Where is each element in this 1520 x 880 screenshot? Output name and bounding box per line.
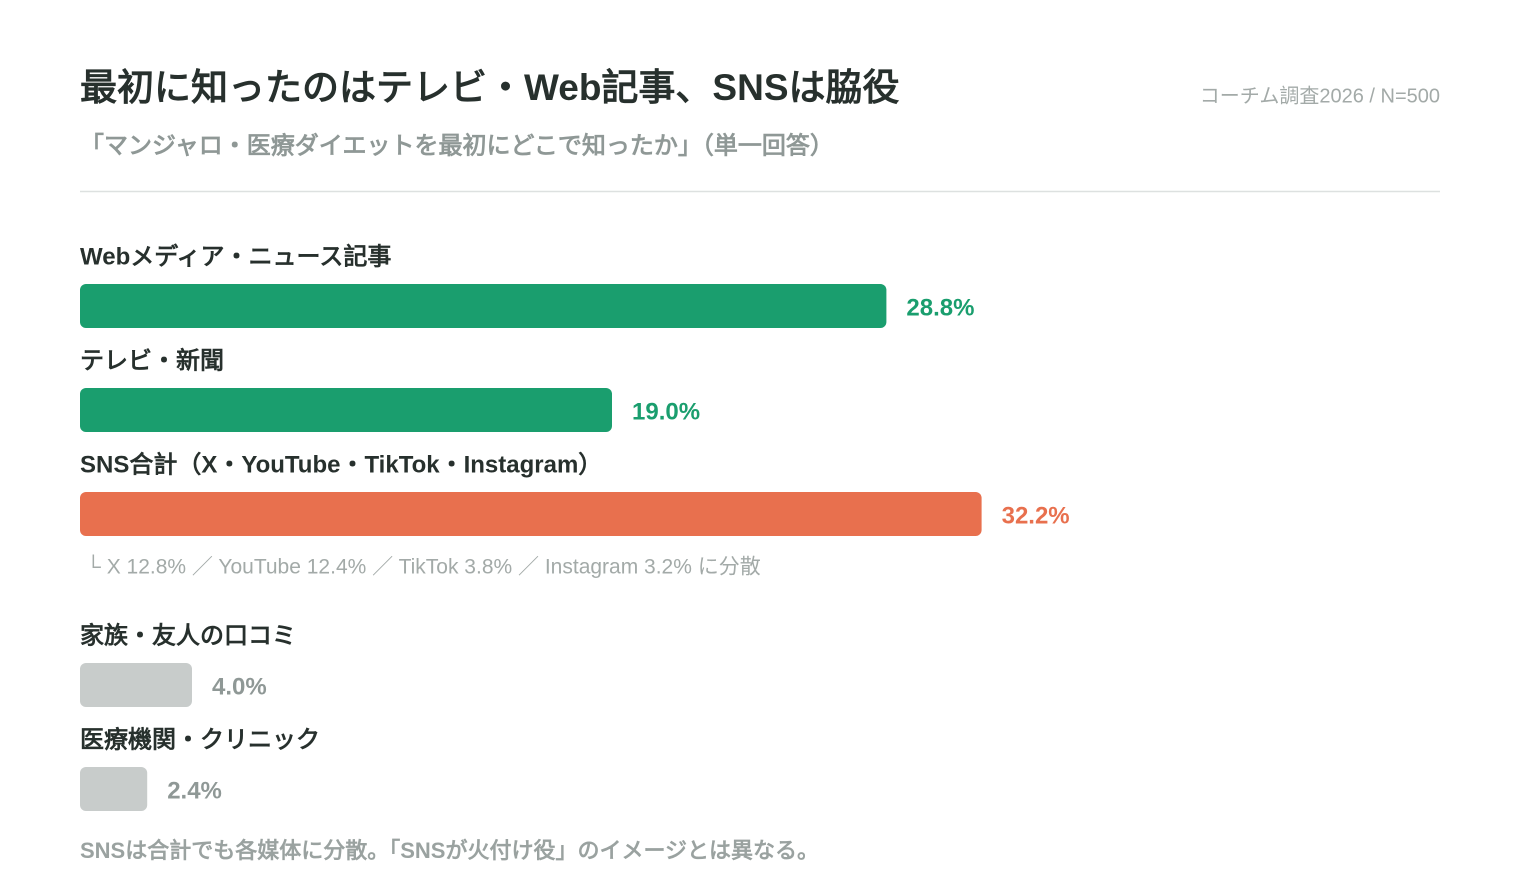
category-label: 医療機関・クリニック bbox=[80, 726, 320, 753]
bar bbox=[80, 284, 887, 328]
category-label: SNS合計（X・YouTube・TikTok・Instagram） bbox=[80, 450, 602, 478]
breakdown-note: └ X 12.8% ／ YouTube 12.4% ／ TikTok 3.8% … bbox=[86, 554, 761, 579]
value-label: 2.4% bbox=[167, 777, 222, 804]
footnote: SNSは合計でも各媒体に分散。「SNSが火付け役」のイメージとは異なる。 bbox=[80, 838, 819, 863]
chart-title: 最初に知ったのはテレビ・Web記事、SNSは脇役 bbox=[80, 67, 900, 108]
subtitle: 「マンジャロ・医療ダイエットを最初にどこで知ったか」（単一回答） bbox=[80, 131, 834, 159]
value-label: 4.0% bbox=[212, 673, 267, 700]
value-label: 32.2% bbox=[1002, 502, 1070, 529]
category-label: テレビ・新聞 bbox=[80, 346, 224, 374]
source: コーチム調査2026 / N=500 bbox=[1200, 84, 1440, 107]
bar bbox=[80, 492, 982, 536]
bar bbox=[80, 663, 192, 707]
bar bbox=[80, 767, 148, 811]
category-label: Webメディア・ニュース記事 bbox=[80, 242, 391, 270]
category-label: 家族・友人の口コミ bbox=[80, 621, 296, 649]
value-label: 28.8% bbox=[906, 294, 974, 321]
value-label: 19.0% bbox=[632, 398, 700, 425]
bar bbox=[80, 388, 612, 432]
